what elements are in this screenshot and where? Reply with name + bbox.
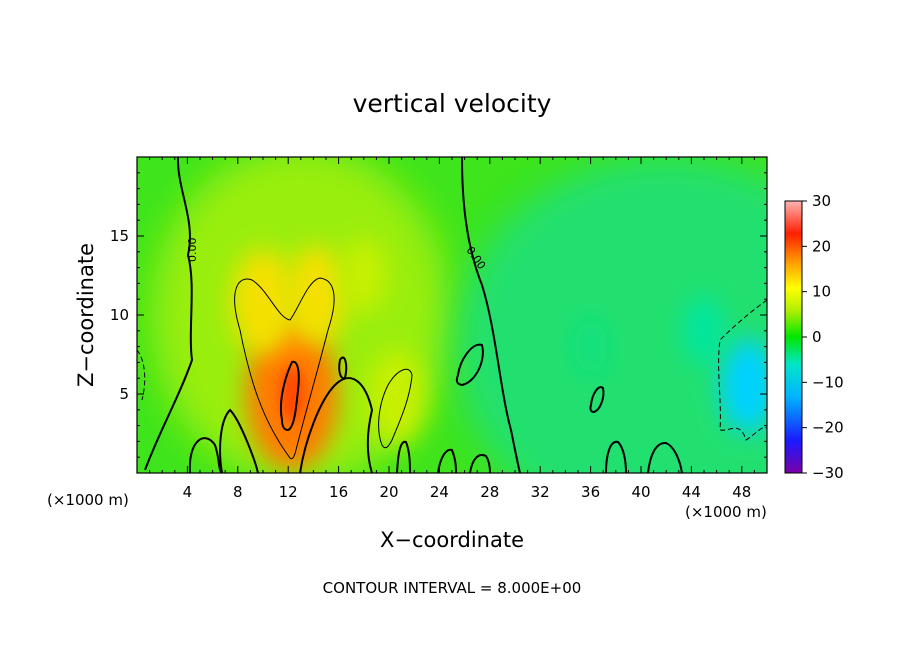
x-axis-unit: (×1000 m): [685, 503, 767, 521]
colorbar-tick-label: 30: [812, 192, 831, 210]
x-axis: 4 8 12 16 20 24 28 32 36 40 44 48: [149, 157, 755, 501]
updraft-core: [279, 366, 304, 422]
y-tick-label: 15: [110, 227, 129, 245]
x-tick-label: 48: [732, 483, 751, 501]
colorbar-tick-label: −10: [812, 373, 844, 391]
updraft-blob: [341, 238, 386, 313]
x-tick-label: 24: [430, 483, 449, 501]
y-tick-label: 5: [119, 385, 129, 403]
contour-lines: [137, 157, 767, 473]
zero-contour: [589, 386, 605, 414]
field-blobs: [150, 157, 767, 473]
zero-contour: [188, 437, 223, 473]
updraft-blob: [285, 246, 346, 347]
zero-contour: [647, 441, 683, 473]
zero-contour: [455, 343, 484, 387]
colorbar-ticks: 30 20 10 0 −10 −20 −30: [802, 192, 844, 482]
contour-label: 0.00: [186, 238, 199, 263]
colorbar: 30 20 10 0 −10 −20 −30: [784, 192, 844, 482]
zero-contour: [219, 408, 259, 473]
colorbar-tick-label: 20: [812, 237, 831, 255]
x-tick-label: 36: [581, 483, 600, 501]
contour-plus-16: [280, 360, 300, 432]
zero-contour: [437, 448, 457, 473]
downdraft-blob: [684, 296, 724, 365]
x-tick-label: 8: [233, 483, 243, 501]
x-axis-label: X−coordinate: [380, 528, 524, 552]
chart-title: vertical velocity: [353, 89, 552, 118]
field-tint-cool: [456, 157, 767, 473]
x-tick-label: 28: [480, 483, 499, 501]
y-tick-label: 10: [110, 306, 129, 324]
y-axis-label: Z−coordinate: [74, 243, 98, 387]
colorbar-tick-label: −20: [812, 419, 844, 437]
contour-plus-8: [234, 277, 335, 460]
x-tick-label: 4: [183, 483, 193, 501]
zero-contour: [461, 157, 521, 473]
downdraft-blob: [720, 339, 767, 433]
zero-contour: [605, 440, 627, 473]
zero-contour: [144, 157, 194, 471]
colorbar-scale: [784, 200, 803, 474]
x-tick-label: 12: [279, 483, 298, 501]
colorbar-tick-label: 0: [812, 328, 822, 346]
x-tick-label: 44: [682, 483, 701, 501]
negative-contour: [718, 299, 767, 441]
updraft-blob: [368, 350, 425, 444]
x-tick-label: 40: [631, 483, 650, 501]
y-axis: 5 10 15: [110, 172, 767, 458]
colorbar-tick-label: 10: [812, 283, 831, 301]
updraft-blob: [231, 249, 295, 356]
x-tick-label: 16: [329, 483, 348, 501]
zero-contour: [396, 440, 411, 473]
negative-contour: [137, 349, 146, 401]
contour-plus-8: [378, 368, 413, 449]
contour-interval-note: CONTOUR INTERVAL = 8.000E+00: [323, 579, 582, 597]
x-tick-label: 20: [379, 483, 398, 501]
colorbar-tick-label: −30: [812, 464, 844, 482]
heatmap-field: 0.00 0.00: [137, 157, 767, 473]
zero-contour: [299, 377, 374, 473]
y-axis-unit: (×1000 m): [47, 491, 129, 509]
zero-contour: [338, 356, 348, 380]
downdraft-blob: [574, 319, 607, 375]
x-tick-label: 32: [531, 483, 550, 501]
